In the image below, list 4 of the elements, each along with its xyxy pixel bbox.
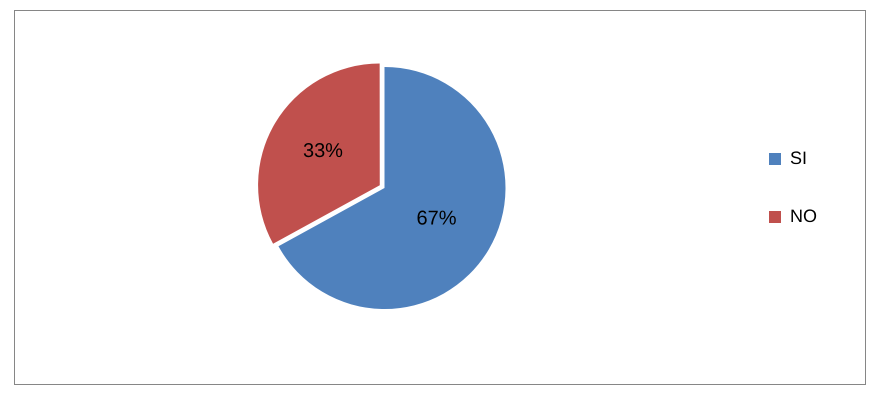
legend-label: NO	[790, 206, 817, 226]
data-label: 67%	[416, 207, 457, 230]
legend-label: SI	[790, 148, 808, 168]
data-label: 33%	[302, 140, 344, 162]
